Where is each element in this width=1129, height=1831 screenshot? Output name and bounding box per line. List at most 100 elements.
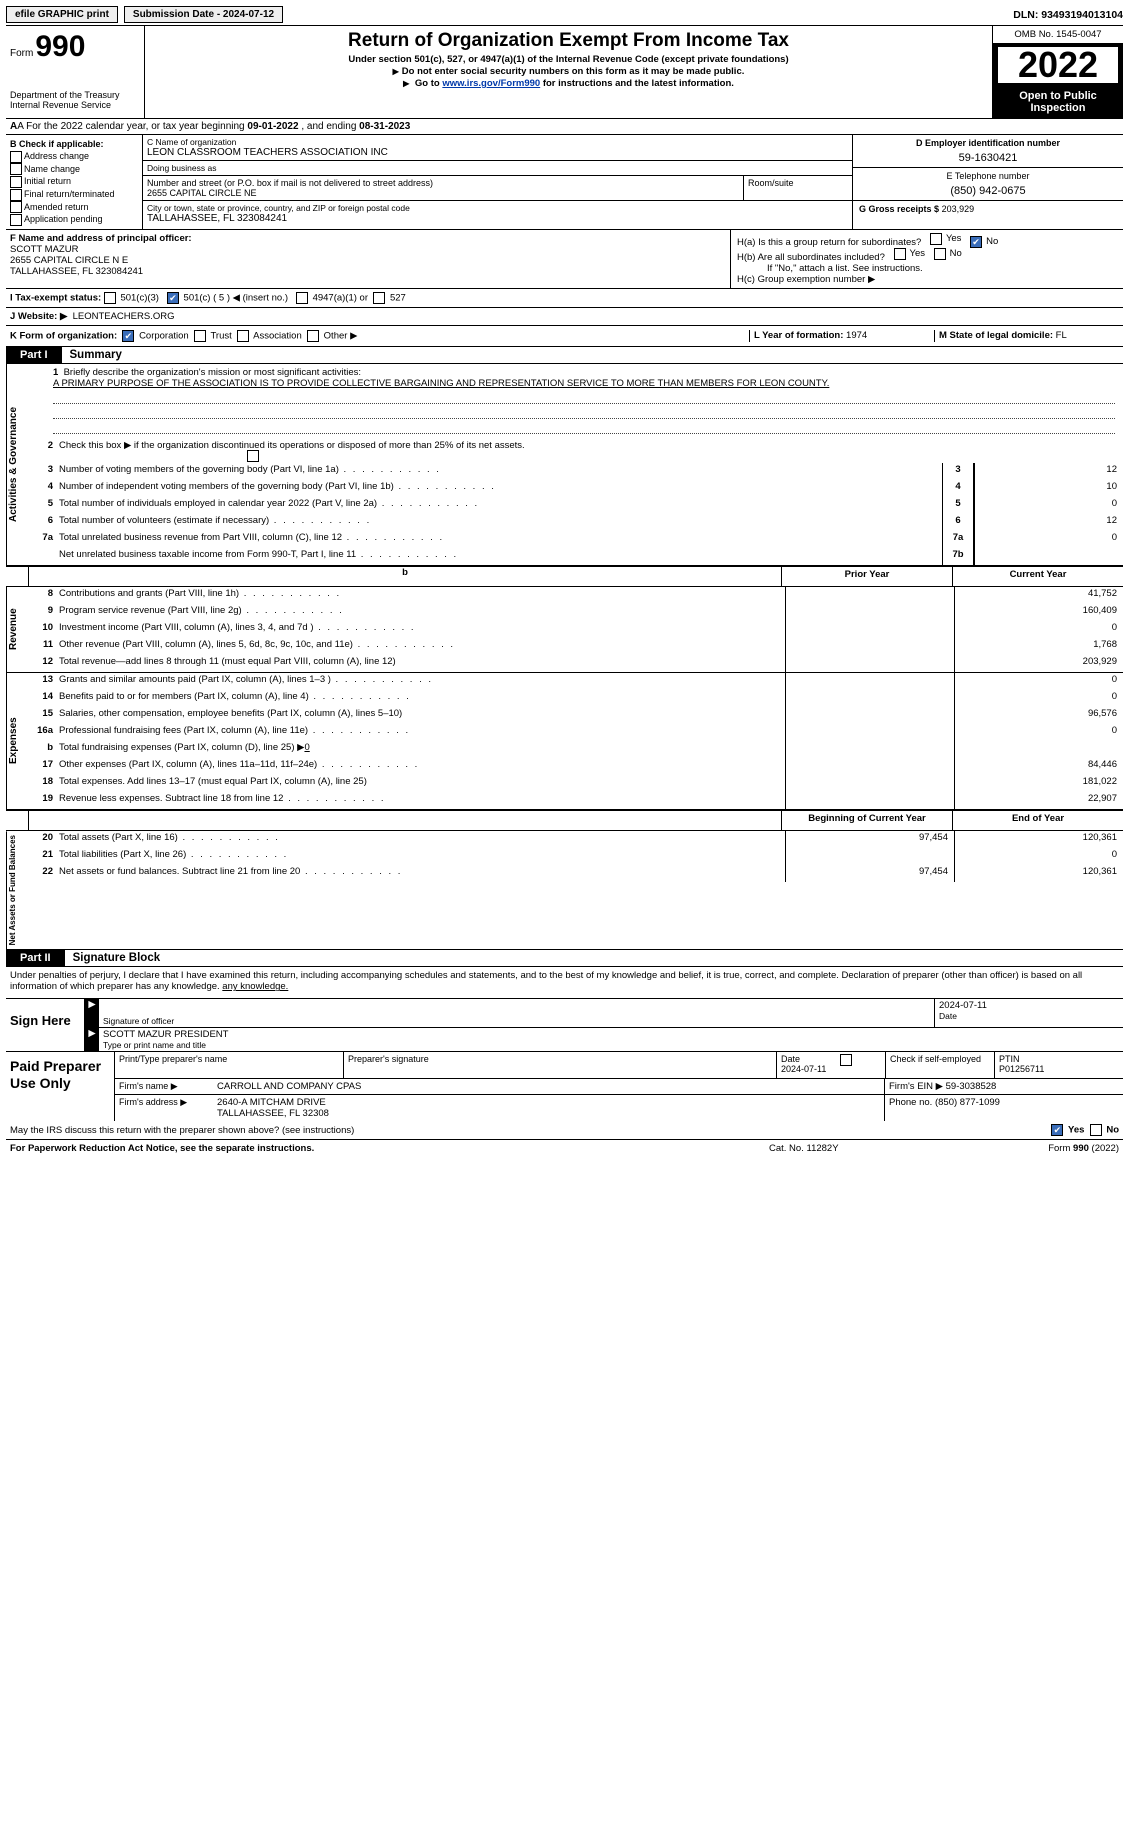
chk-address-change[interactable] bbox=[10, 151, 22, 163]
subtitle-1: Under section 501(c), 527, or 4947(a)(1)… bbox=[151, 54, 986, 65]
discuss-yes[interactable] bbox=[1051, 1124, 1063, 1136]
l3-val: 12 bbox=[974, 463, 1123, 480]
dept-treasury: Department of the Treasury bbox=[10, 90, 140, 100]
irs-label: Internal Revenue Service bbox=[10, 100, 140, 110]
l7b-desc: Net unrelated business taxable income fr… bbox=[57, 548, 942, 565]
hdr-prior-year: Prior Year bbox=[781, 567, 952, 586]
l20-desc: Total assets (Part X, line 16) bbox=[57, 831, 785, 848]
omb-number: OMB No. 1545-0047 bbox=[993, 26, 1123, 44]
l7a-desc: Total unrelated business revenue from Pa… bbox=[57, 531, 942, 548]
dba-label: Doing business as bbox=[147, 163, 848, 173]
l5-desc: Total number of individuals employed in … bbox=[57, 497, 942, 514]
side-net-assets: Net Assets or Fund Balances bbox=[6, 831, 29, 949]
org-name-label: C Name of organization bbox=[147, 137, 848, 147]
hb-no[interactable] bbox=[934, 248, 946, 260]
gross-receipts-label: G Gross receipts $ bbox=[859, 204, 939, 214]
l8-c: 41,752 bbox=[954, 587, 1123, 604]
hb-yes[interactable] bbox=[894, 248, 906, 260]
l18-desc: Total expenses. Add lines 13–17 (must eq… bbox=[57, 775, 785, 792]
subtitle-2: Do not enter social security numbers on … bbox=[151, 66, 986, 77]
l6-desc: Total number of volunteers (estimate if … bbox=[57, 514, 942, 531]
paid-preparer-label: Paid Preparer Use Only bbox=[6, 1052, 114, 1121]
chk-4947[interactable] bbox=[296, 292, 308, 304]
subtitle-3: Go to www.irs.gov/Form990 for instructio… bbox=[151, 78, 986, 89]
q1-label: Briefly describe the organization's miss… bbox=[64, 367, 362, 378]
firm-ein: 59-3038528 bbox=[946, 1081, 997, 1092]
l20-b: 97,454 bbox=[785, 831, 954, 848]
year-formation: 1974 bbox=[846, 330, 867, 341]
l14-desc: Benefits paid to or for members (Part IX… bbox=[57, 690, 785, 707]
perjury-intro: Under penalties of perjury, I declare th… bbox=[6, 967, 1123, 998]
part-ii-header: Part II bbox=[6, 950, 65, 966]
sig-date: 2024-07-11 bbox=[939, 1000, 1119, 1011]
side-activities-gov: Activities & Governance bbox=[6, 364, 29, 565]
chk-527[interactable] bbox=[373, 292, 385, 304]
part-i-title: Summary bbox=[62, 347, 130, 363]
q2: Check this box ▶ if the organization dis… bbox=[57, 439, 1123, 463]
chk-other[interactable] bbox=[307, 330, 319, 342]
chk-discontinued[interactable] bbox=[247, 450, 259, 462]
l10-desc: Investment income (Part VIII, column (A)… bbox=[57, 621, 785, 638]
chk-application-pending[interactable] bbox=[10, 214, 22, 226]
l9-c: 160,409 bbox=[954, 604, 1123, 621]
l13-desc: Grants and similar amounts paid (Part IX… bbox=[57, 673, 785, 690]
irs-link[interactable]: www.irs.gov/Form990 bbox=[442, 78, 540, 89]
l13-c: 0 bbox=[954, 673, 1123, 690]
officer-printed-name: SCOTT MAZUR PRESIDENT bbox=[103, 1029, 1119, 1040]
chk-amended-return[interactable] bbox=[10, 201, 22, 213]
l4-desc: Number of independent voting members of … bbox=[57, 480, 942, 497]
ha-no[interactable] bbox=[970, 236, 982, 248]
ein: 59-1630421 bbox=[859, 148, 1117, 164]
side-revenue: Revenue bbox=[6, 587, 29, 672]
l22-desc: Net assets or fund balances. Subtract li… bbox=[57, 865, 785, 882]
sig-officer-label: Signature of officer bbox=[103, 1016, 930, 1026]
chk-initial-return[interactable] bbox=[10, 176, 22, 188]
l12-c: 203,929 bbox=[954, 655, 1123, 672]
tax-year: 2022 bbox=[998, 47, 1118, 83]
cat-no: Cat. No. 11282Y bbox=[769, 1143, 969, 1154]
chk-501c3[interactable] bbox=[104, 292, 116, 304]
firm-name: CARROLL AND COMPANY CPAS bbox=[213, 1079, 884, 1094]
firm-phone: (850) 877-1099 bbox=[935, 1097, 1000, 1108]
l10-c: 0 bbox=[954, 621, 1123, 638]
officer-addr1: 2655 CAPITAL CIRCLE N E bbox=[10, 255, 128, 266]
top-bar: efile GRAPHIC print Submission Date - 20… bbox=[6, 6, 1123, 23]
efile-print-button[interactable]: efile GRAPHIC print bbox=[6, 6, 118, 23]
chk-trust[interactable] bbox=[194, 330, 206, 342]
form-header: Form 990 Department of the Treasury Inte… bbox=[6, 25, 1123, 119]
l14-c: 0 bbox=[954, 690, 1123, 707]
officer-addr2: TALLAHASSEE, FL 323084241 bbox=[10, 266, 143, 277]
ha-yes[interactable] bbox=[930, 233, 942, 245]
chk-final-return[interactable] bbox=[10, 189, 22, 201]
l4-val: 10 bbox=[974, 480, 1123, 497]
l11-c: 1,768 bbox=[954, 638, 1123, 655]
l6-val: 12 bbox=[974, 514, 1123, 531]
col-b-checkboxes: B Check if applicable: Address change Na… bbox=[6, 135, 143, 229]
phone-label: E Telephone number bbox=[859, 171, 1117, 181]
l21-e: 0 bbox=[954, 848, 1123, 865]
ein-label: D Employer identification number bbox=[916, 138, 1060, 148]
l7b-val bbox=[974, 548, 1123, 565]
row-a-tax-year: AA For the 2022 calendar year, or tax ye… bbox=[6, 119, 1123, 135]
part-ii-title: Signature Block bbox=[65, 950, 169, 966]
form-footer: Form 990 (2022) bbox=[969, 1143, 1119, 1154]
l21-b bbox=[785, 848, 954, 865]
discuss-question: May the IRS discuss this return with the… bbox=[10, 1125, 1051, 1136]
l15-c: 96,576 bbox=[954, 707, 1123, 724]
chk-corp[interactable] bbox=[122, 330, 134, 342]
chk-name-change[interactable] bbox=[10, 163, 22, 175]
chk-self-employed[interactable] bbox=[840, 1054, 852, 1066]
hb-subordinates: H(b) Are all subordinates included? Yes … bbox=[737, 248, 1117, 263]
website: LEONTEACHERS.ORG bbox=[73, 311, 175, 322]
discuss-no[interactable] bbox=[1090, 1124, 1102, 1136]
street-label: Number and street (or P.O. box if mail i… bbox=[147, 178, 739, 188]
firm-addr1: 2640-A MITCHAM DRIVE bbox=[217, 1097, 326, 1108]
paperwork-notice: For Paperwork Reduction Act Notice, see … bbox=[10, 1143, 769, 1154]
hdr-current-year: Current Year bbox=[952, 567, 1123, 586]
prep-date: 2024-07-11 bbox=[781, 1064, 881, 1074]
l18-c: 181,022 bbox=[954, 775, 1123, 792]
officer-name: SCOTT MAZUR bbox=[10, 244, 78, 255]
chk-501c[interactable] bbox=[167, 292, 179, 304]
chk-assoc[interactable] bbox=[237, 330, 249, 342]
l20-e: 120,361 bbox=[954, 831, 1123, 848]
